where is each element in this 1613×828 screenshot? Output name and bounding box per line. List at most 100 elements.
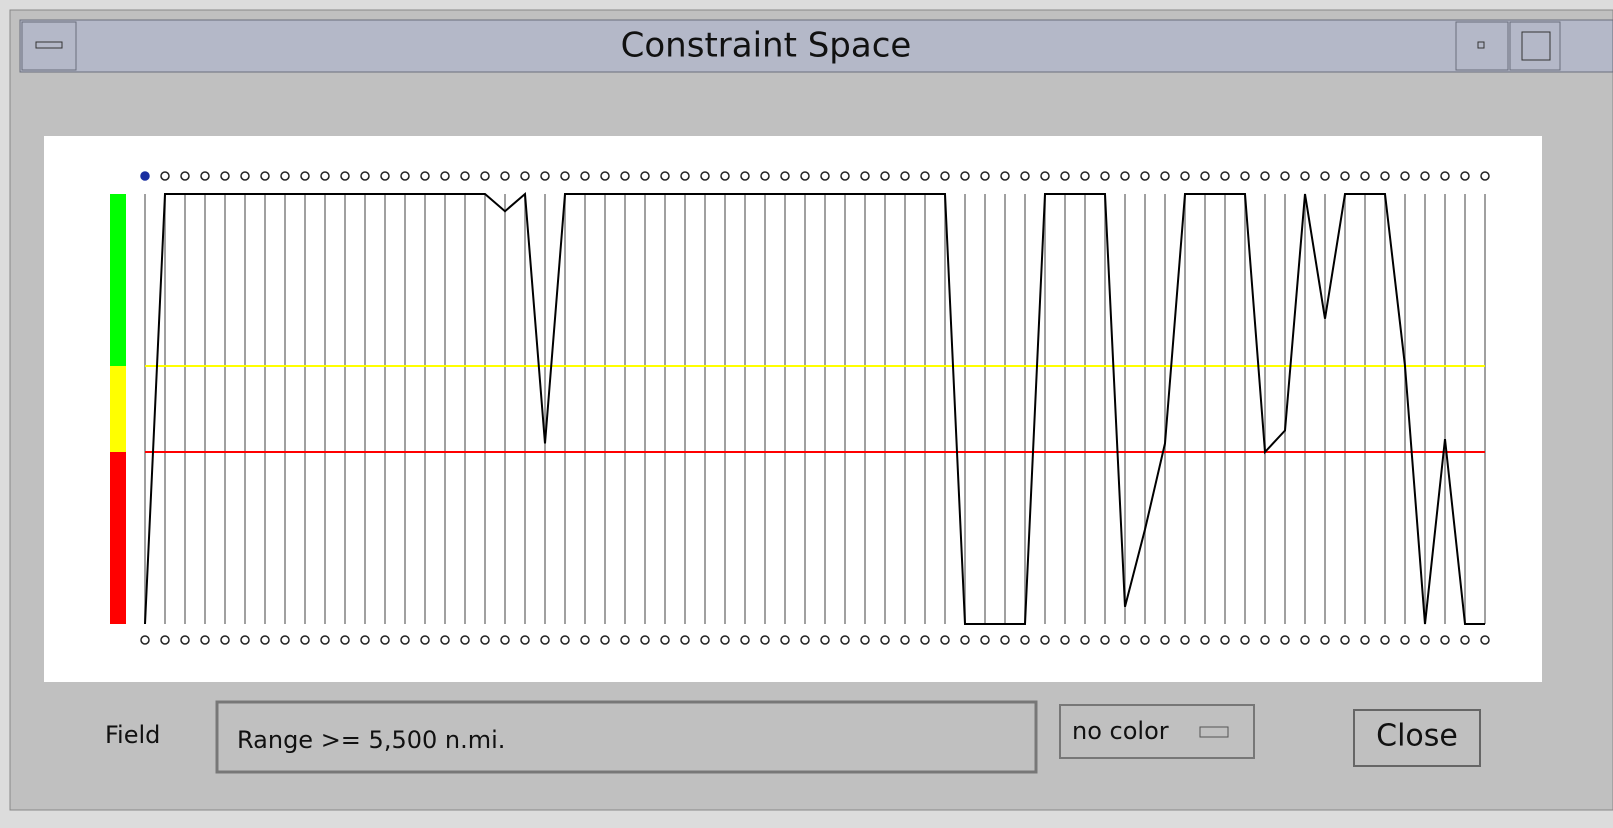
axis-handle-bottom bbox=[1020, 635, 1030, 645]
axis-handle-top bbox=[1220, 171, 1230, 181]
axis-handle-top bbox=[680, 171, 690, 181]
field-label: Field bbox=[105, 721, 160, 749]
close-button[interactable] bbox=[1353, 709, 1481, 767]
axis-handle-bottom bbox=[300, 635, 310, 645]
axis-handle-top bbox=[1440, 171, 1450, 181]
axis-handle-bottom bbox=[260, 635, 270, 645]
axis-handle-bottom bbox=[340, 635, 350, 645]
axis-handle-top bbox=[1120, 171, 1130, 181]
axis-handle-top bbox=[700, 171, 710, 181]
axis-handle-bottom bbox=[440, 635, 450, 645]
axis-handle-top bbox=[180, 171, 190, 181]
axis-handle-bottom bbox=[460, 635, 470, 645]
axis-handle-top bbox=[1280, 171, 1290, 181]
axis-handle-top bbox=[1360, 171, 1370, 181]
axis-handle-top bbox=[620, 171, 630, 181]
window-menu-button[interactable] bbox=[21, 21, 77, 71]
axis-handle-top bbox=[1460, 171, 1470, 181]
menu-icon bbox=[35, 41, 63, 49]
axis-handle-bottom bbox=[1440, 635, 1450, 645]
axis-handle-bottom bbox=[1000, 635, 1010, 645]
color-menu-label: no color bbox=[1072, 717, 1169, 745]
menu-indicator bbox=[1199, 726, 1229, 738]
axis-handle-top bbox=[560, 171, 570, 181]
axis-handle-top bbox=[1200, 171, 1210, 181]
axis-handle-top bbox=[1260, 171, 1270, 181]
axis-handle-bottom bbox=[840, 635, 850, 645]
axis-handle-top bbox=[360, 171, 370, 181]
profile-line bbox=[144, 191, 1485, 625]
axis-handle-top bbox=[300, 171, 310, 181]
axis-handle-bottom bbox=[1280, 635, 1290, 645]
axis-handle-bottom bbox=[660, 635, 670, 645]
axis-handle-bottom bbox=[1320, 635, 1330, 645]
minimize-button[interactable] bbox=[1455, 21, 1509, 71]
axis-handle-top bbox=[1340, 171, 1350, 181]
axis-handle-top bbox=[500, 171, 510, 181]
axis-handle-bottom bbox=[920, 635, 930, 645]
axis-handle-bottom bbox=[1080, 635, 1090, 645]
axis-handle-top bbox=[800, 171, 810, 181]
axis-handle-bottom bbox=[1180, 635, 1190, 645]
axis-handle-bottom bbox=[280, 635, 290, 645]
axis-handle-bottom bbox=[1380, 635, 1390, 645]
axis-handle-top bbox=[340, 171, 350, 181]
axis-handle-top bbox=[1140, 171, 1150, 181]
axis-handle-bottom bbox=[1060, 635, 1070, 645]
axis-handle-bottom bbox=[480, 635, 490, 645]
axis-handle-bottom bbox=[320, 635, 330, 645]
window-title: Constraint Space bbox=[621, 26, 912, 66]
axis-handle-bottom bbox=[820, 635, 830, 645]
axis-handle-bottom bbox=[1260, 635, 1270, 645]
axis-handle-top bbox=[200, 171, 210, 181]
axis-handle-top bbox=[980, 171, 990, 181]
axis-handle-top bbox=[440, 171, 450, 181]
axis-handle-top bbox=[640, 171, 650, 181]
field-box[interactable] bbox=[215, 700, 1038, 774]
axis-handle-bottom bbox=[1340, 635, 1350, 645]
axis-handle-top bbox=[820, 171, 830, 181]
axis-handle-top bbox=[1320, 171, 1330, 181]
maximize-icon bbox=[1521, 31, 1551, 61]
axis-handle-bottom bbox=[1460, 635, 1470, 645]
axis-handle-bottom bbox=[1480, 635, 1490, 645]
axis-handle-top bbox=[1160, 171, 1170, 181]
axis-handle-top bbox=[320, 171, 330, 181]
axis-handle-bottom bbox=[1100, 635, 1110, 645]
axis-handle-top bbox=[840, 171, 850, 181]
axis-handle-bottom bbox=[620, 635, 630, 645]
axis-handle-bottom bbox=[1400, 635, 1410, 645]
axis-handle-bottom bbox=[900, 635, 910, 645]
axis-handle-bottom bbox=[880, 635, 890, 645]
axis-handle-bottom bbox=[1420, 635, 1430, 645]
axis-handle-bottom bbox=[1200, 635, 1210, 645]
axis-handle-bottom bbox=[720, 635, 730, 645]
axis-handle-bottom bbox=[1240, 635, 1250, 645]
axis-handle-top bbox=[1100, 171, 1110, 181]
axis-handle-top bbox=[740, 171, 750, 181]
axis-handle-top bbox=[480, 171, 490, 181]
axis-handle-bottom bbox=[680, 635, 690, 645]
axis-handle-top bbox=[1180, 171, 1190, 181]
axis-handle-bottom bbox=[800, 635, 810, 645]
axis-handle-bottom bbox=[1360, 635, 1370, 645]
axis-handle-top bbox=[240, 171, 250, 181]
green-zone bbox=[110, 194, 126, 366]
close-button-label: Close bbox=[1376, 719, 1458, 754]
axis-handle-bottom bbox=[960, 635, 970, 645]
axis-handle-top bbox=[540, 171, 550, 181]
axis-handle-bottom bbox=[1040, 635, 1050, 645]
axis-handle-bottom bbox=[740, 635, 750, 645]
axis-handle-top bbox=[160, 171, 170, 181]
axis-handle-bottom bbox=[860, 635, 870, 645]
axis-handle-bottom bbox=[420, 635, 430, 645]
axis-handle-bottom bbox=[1160, 635, 1170, 645]
axis-handle-bottom bbox=[940, 635, 950, 645]
axis-handle-top bbox=[1400, 171, 1410, 181]
axis-handle-bottom bbox=[540, 635, 550, 645]
plot-panel bbox=[44, 136, 1542, 682]
maximize-button[interactable] bbox=[1509, 21, 1561, 71]
axis-handle-top bbox=[140, 171, 150, 181]
red-zone bbox=[110, 452, 126, 624]
axis-handle-bottom bbox=[980, 635, 990, 645]
